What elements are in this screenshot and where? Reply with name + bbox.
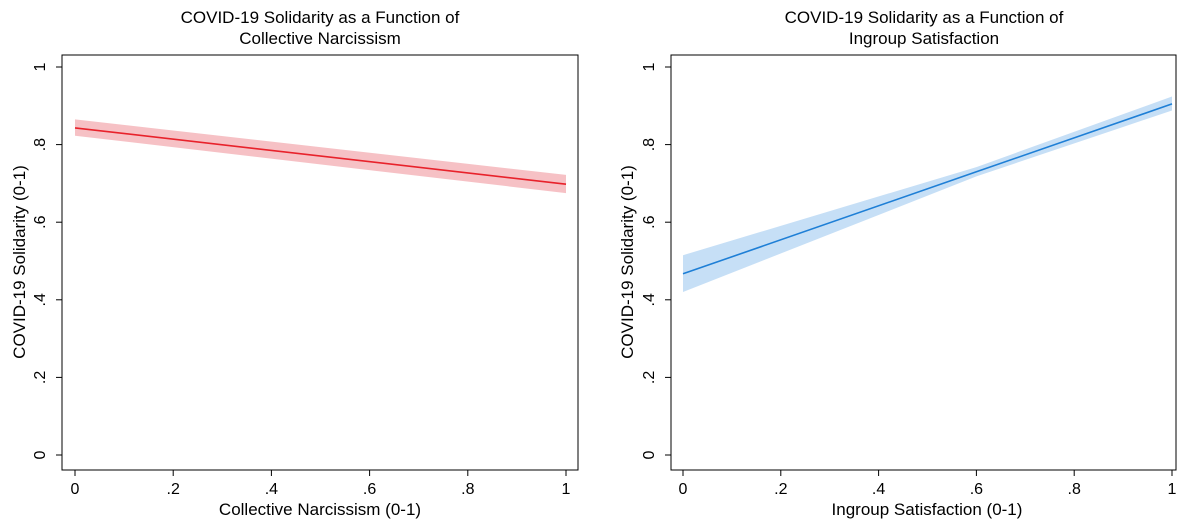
- fitted-line: [682, 103, 1173, 275]
- y-tick-label: .4: [641, 293, 658, 306]
- x-tick-label: .6: [363, 481, 376, 498]
- x-axis-ticks: 0 .2 .4 .6 .8 1: [679, 470, 1177, 498]
- x-tick-label: .8: [461, 481, 474, 498]
- x-tick-label: 1: [562, 481, 571, 498]
- x-axis-label: Collective Narcissism (0-1): [219, 500, 421, 519]
- chart-subtitle: Collective Narcissism: [239, 29, 401, 48]
- y-tick-label: .6: [641, 215, 658, 228]
- x-tick-label: 0: [71, 481, 80, 498]
- y-tick-label: .2: [32, 371, 49, 384]
- x-tick-label: 1: [1168, 481, 1177, 498]
- x-tick-label: .6: [970, 481, 983, 498]
- y-tick-label: 0: [32, 450, 49, 459]
- y-tick-label: .4: [32, 293, 49, 306]
- x-tick-label: .2: [774, 481, 787, 498]
- y-tick-label: 1: [641, 62, 658, 71]
- y-tick-label: .8: [32, 138, 49, 151]
- y-axis-label: COVID-19 Solidarity (0-1): [10, 165, 29, 359]
- x-axis-label: Ingroup Satisfaction (0-1): [832, 500, 1023, 519]
- x-tick-label: .8: [1068, 481, 1081, 498]
- x-tick-label: 0: [679, 481, 688, 498]
- chart-subtitle: Ingroup Satisfaction: [849, 29, 999, 48]
- y-tick-label: 1: [32, 62, 49, 71]
- y-tick-label: .2: [641, 371, 658, 384]
- y-tick-label: .8: [641, 138, 658, 151]
- y-axis-label: COVID-19 Solidarity (0-1): [618, 165, 637, 359]
- y-axis-ticks: 0 .2 .4 .6 .8 1: [32, 62, 62, 459]
- x-axis-ticks: 0 .2 .4 .6 .8 1: [71, 470, 571, 498]
- chart-title: COVID-19 Solidarity as a Function of: [785, 8, 1064, 27]
- fitted-line: [74, 127, 567, 185]
- x-tick-label: .2: [167, 481, 180, 498]
- y-tick-label: 0: [641, 450, 658, 459]
- panel-collective-narcissism: COVID-19 Solidarity as a Function of Col…: [10, 8, 579, 519]
- plot-area: [61, 54, 579, 471]
- x-tick-label: .4: [872, 481, 885, 498]
- confidence-band: [683, 96, 1172, 292]
- y-axis-ticks: 0 .2 .4 .6 .8 1: [641, 62, 671, 459]
- y-tick-label: .6: [32, 215, 49, 228]
- x-tick-label: .4: [265, 481, 278, 498]
- chart-title: COVID-19 Solidarity as a Function of: [181, 8, 460, 27]
- panel-ingroup-satisfaction: COVID-19 Solidarity as a Function of Ing…: [618, 8, 1177, 519]
